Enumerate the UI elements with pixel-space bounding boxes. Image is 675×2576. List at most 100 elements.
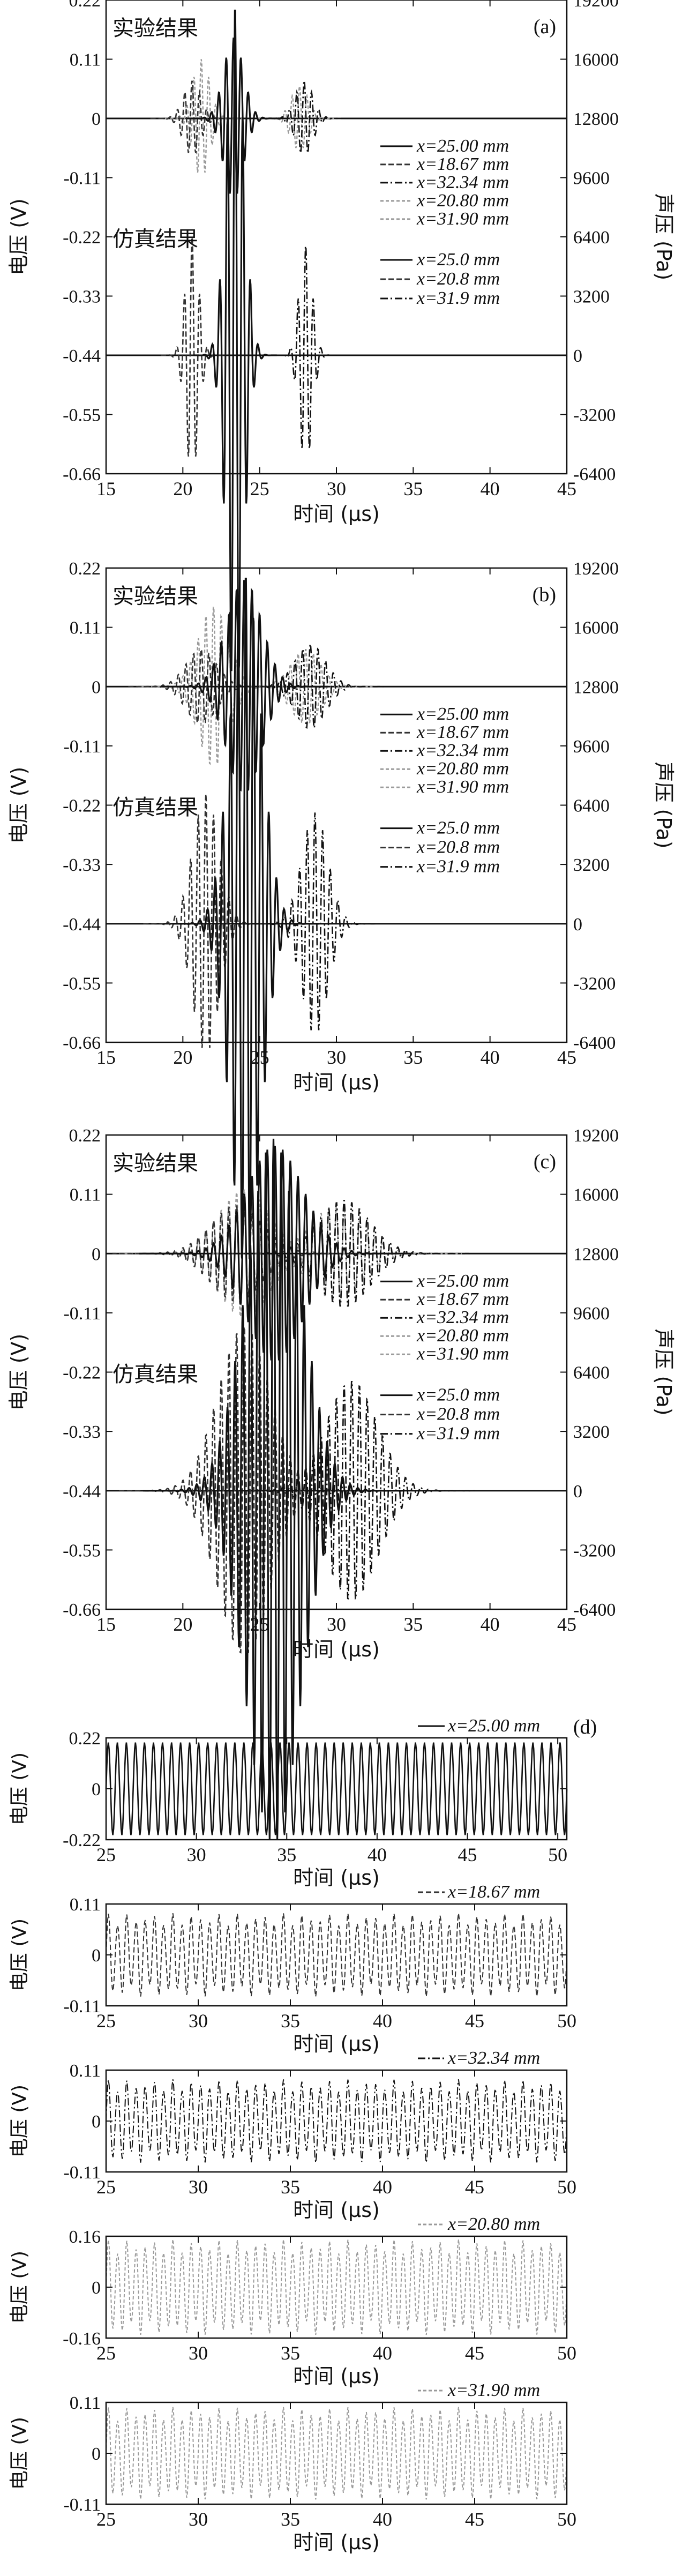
y-tick-label: 0: [92, 1780, 101, 1800]
y2-tick-label: 9600: [573, 737, 610, 757]
y-tick-label: -0.66: [63, 1033, 101, 1053]
legend-entry: x=20.80 mm: [416, 1326, 509, 1346]
legend-entry: x=32.34 mm: [416, 741, 509, 760]
y-tick-label: 0.11: [70, 1185, 101, 1205]
y2-tick-label: -3200: [573, 974, 616, 994]
legend-entry: x=31.9 mm: [416, 857, 500, 877]
legend-entry: x=25.0 mm: [416, 1385, 500, 1405]
legend-entry: x=20.8 mm: [416, 1405, 500, 1424]
y-tick-label: 0: [92, 2278, 101, 2298]
y2-tick-label: 6400: [573, 796, 610, 816]
panel-label: (d): [573, 1716, 597, 1738]
y2-tick-label: 9600: [573, 1304, 610, 1324]
y-tick-label: -0.44: [63, 346, 101, 366]
annotation-experiment: 实验结果: [112, 16, 198, 41]
annotation-simulation: 仿真结果: [112, 795, 198, 820]
y-tick-label: -0.55: [63, 406, 101, 425]
x-tick-label: 30: [189, 2010, 208, 2032]
panel-label: (b): [532, 584, 556, 606]
series-simulation-5: [142, 1138, 404, 1840]
y-axis-label: 电压 (V): [9, 2251, 31, 2324]
annotation-experiment: 实验结果: [112, 1151, 198, 1176]
x-tick-label: 40: [481, 1614, 500, 1635]
y2-tick-label: 16000: [573, 50, 619, 70]
x-tick-label: 40: [368, 1844, 387, 1865]
x-tick-label: 35: [281, 2342, 300, 2364]
series-d1: [105, 1742, 568, 1835]
chart-panel-d4: 25 30 35 40 45 50 0.16 0 -0.16 时间 (μs) 电压 (V) x=20.…: [9, 2214, 576, 2388]
legend-entry: x=32.34 mm: [416, 173, 509, 192]
x-tick-label: 30: [327, 478, 346, 499]
y-tick-label: -0.55: [63, 1541, 101, 1560]
series-simulation-5: [193, 10, 277, 671]
legend-entry: x=31.90 mm: [447, 2380, 540, 2400]
y-tick-label: 0.11: [70, 50, 101, 70]
series-d5: [106, 2407, 567, 2500]
chart-panel-b: 15 20 25 30 35 40 45 0.22 0.11 0 -0.11 -0.22 -0.33 -0…: [7, 559, 675, 1260]
legend-entry: x=25.00 mm: [447, 1716, 540, 1736]
y2-tick-label: 16000: [573, 618, 619, 638]
x-tick-label: 25: [96, 2010, 116, 2032]
y2-tick-label: 0: [573, 915, 582, 935]
x-tick-label: 30: [189, 2176, 208, 2198]
legend-entry: x=25.00 mm: [416, 1271, 509, 1291]
y-tick-label: -0.11: [63, 2495, 101, 2515]
y-tick-label: 0: [92, 2444, 101, 2464]
y-tick-label: 0.22: [69, 1729, 101, 1749]
x-tick-label: 35: [403, 1614, 423, 1635]
x-tick-label: 25: [96, 2508, 116, 2530]
x-tick-label: 15: [96, 478, 116, 499]
legend-entry: x=31.90 mm: [416, 777, 509, 797]
chart-panel-d2: 25 30 35 40 45 50 0.11 0 -0.11 时间 (μs) 电压 (V) x=18.…: [9, 1882, 576, 2056]
legend-entry: x=25.00 mm: [416, 136, 509, 156]
x-tick-label: 25: [96, 2342, 116, 2364]
legend-entry: x=32.34 mm: [416, 1308, 509, 1327]
y2-axis-label: 声压 (Pa): [652, 1328, 675, 1415]
y2-tick-label: 3200: [573, 287, 610, 307]
y-tick-label: -0.66: [63, 1600, 101, 1620]
x-tick-label: 30: [327, 1047, 346, 1068]
y-tick-label: 0: [92, 1946, 101, 1966]
y-tick-label: 0.11: [70, 2393, 101, 2413]
x-tick-label: 15: [96, 1047, 116, 1068]
y2-tick-label: -3200: [573, 1541, 616, 1560]
plot-frame: [105, 2401, 568, 2505]
x-tick-label: 45: [465, 2010, 484, 2032]
y-tick-label: 0.16: [69, 2227, 101, 2247]
y-tick-label: -0.11: [63, 169, 101, 189]
series-experiment-0: [186, 38, 281, 194]
legend-entry: x=20.8 mm: [416, 269, 500, 289]
y2-tick-label: 19200: [573, 559, 619, 579]
x-tick-label: 25: [250, 478, 269, 499]
x-tick-label: 50: [557, 2010, 576, 2032]
series-simulation-6: [161, 236, 223, 457]
y2-tick-label: 12800: [573, 677, 619, 697]
legend-experiment: x=25.00 mmx=18.67 mmx=32.34 mmx=20.80 mm…: [380, 1271, 509, 1364]
y2-tick-label: -6400: [573, 465, 616, 484]
legend-entry: x=25.0 mm: [416, 818, 500, 838]
y-tick-label: -0.44: [63, 1482, 101, 1502]
chart-panel-d3: 25 30 35 40 45 50 0.11 0 -0.11 时间 (μs) 电压 (V) x=32.…: [9, 2048, 576, 2222]
y-tick-label: 0: [92, 2112, 101, 2132]
y-axis-label: 电压 (V): [7, 767, 31, 844]
y-tick-label: 0.11: [70, 618, 101, 638]
series-experiment-3: [159, 59, 243, 173]
legend-experiment: x=25.00 mmx=18.67 mmx=32.34 mmx=20.80 mm…: [380, 704, 509, 797]
chart-panel-d5: 25 30 35 40 45 50 0.11 0 -0.11 时间 (μs) 电压 (V) x=31.…: [9, 2380, 576, 2554]
x-tick-label: 40: [373, 2010, 392, 2032]
y-tick-label: -0.22: [63, 1363, 101, 1383]
x-tick-label: 50: [557, 2176, 576, 2198]
chart-panel-a: 15 20 25 30 35 40 45 0.22 0.11 0 -0.11 -0.22 -0.33 -0…: [7, 0, 675, 671]
y-tick-label: -0.22: [63, 228, 101, 248]
series-simulation-7: [226, 1381, 477, 1600]
x-tick-label: 30: [187, 1844, 206, 1865]
y2-tick-label: 0: [573, 346, 582, 366]
x-tick-label: 40: [373, 2176, 392, 2198]
series-experiment-0: [139, 1146, 411, 1361]
x-tick-label: 45: [557, 1047, 576, 1068]
y-tick-label: 0.22: [69, 0, 101, 11]
y2-tick-label: -3200: [573, 406, 616, 425]
x-tick-label: 35: [281, 2010, 300, 2032]
series-simulation-7: [252, 812, 378, 1031]
y-axis-label: 电压 (V): [9, 1918, 31, 1991]
